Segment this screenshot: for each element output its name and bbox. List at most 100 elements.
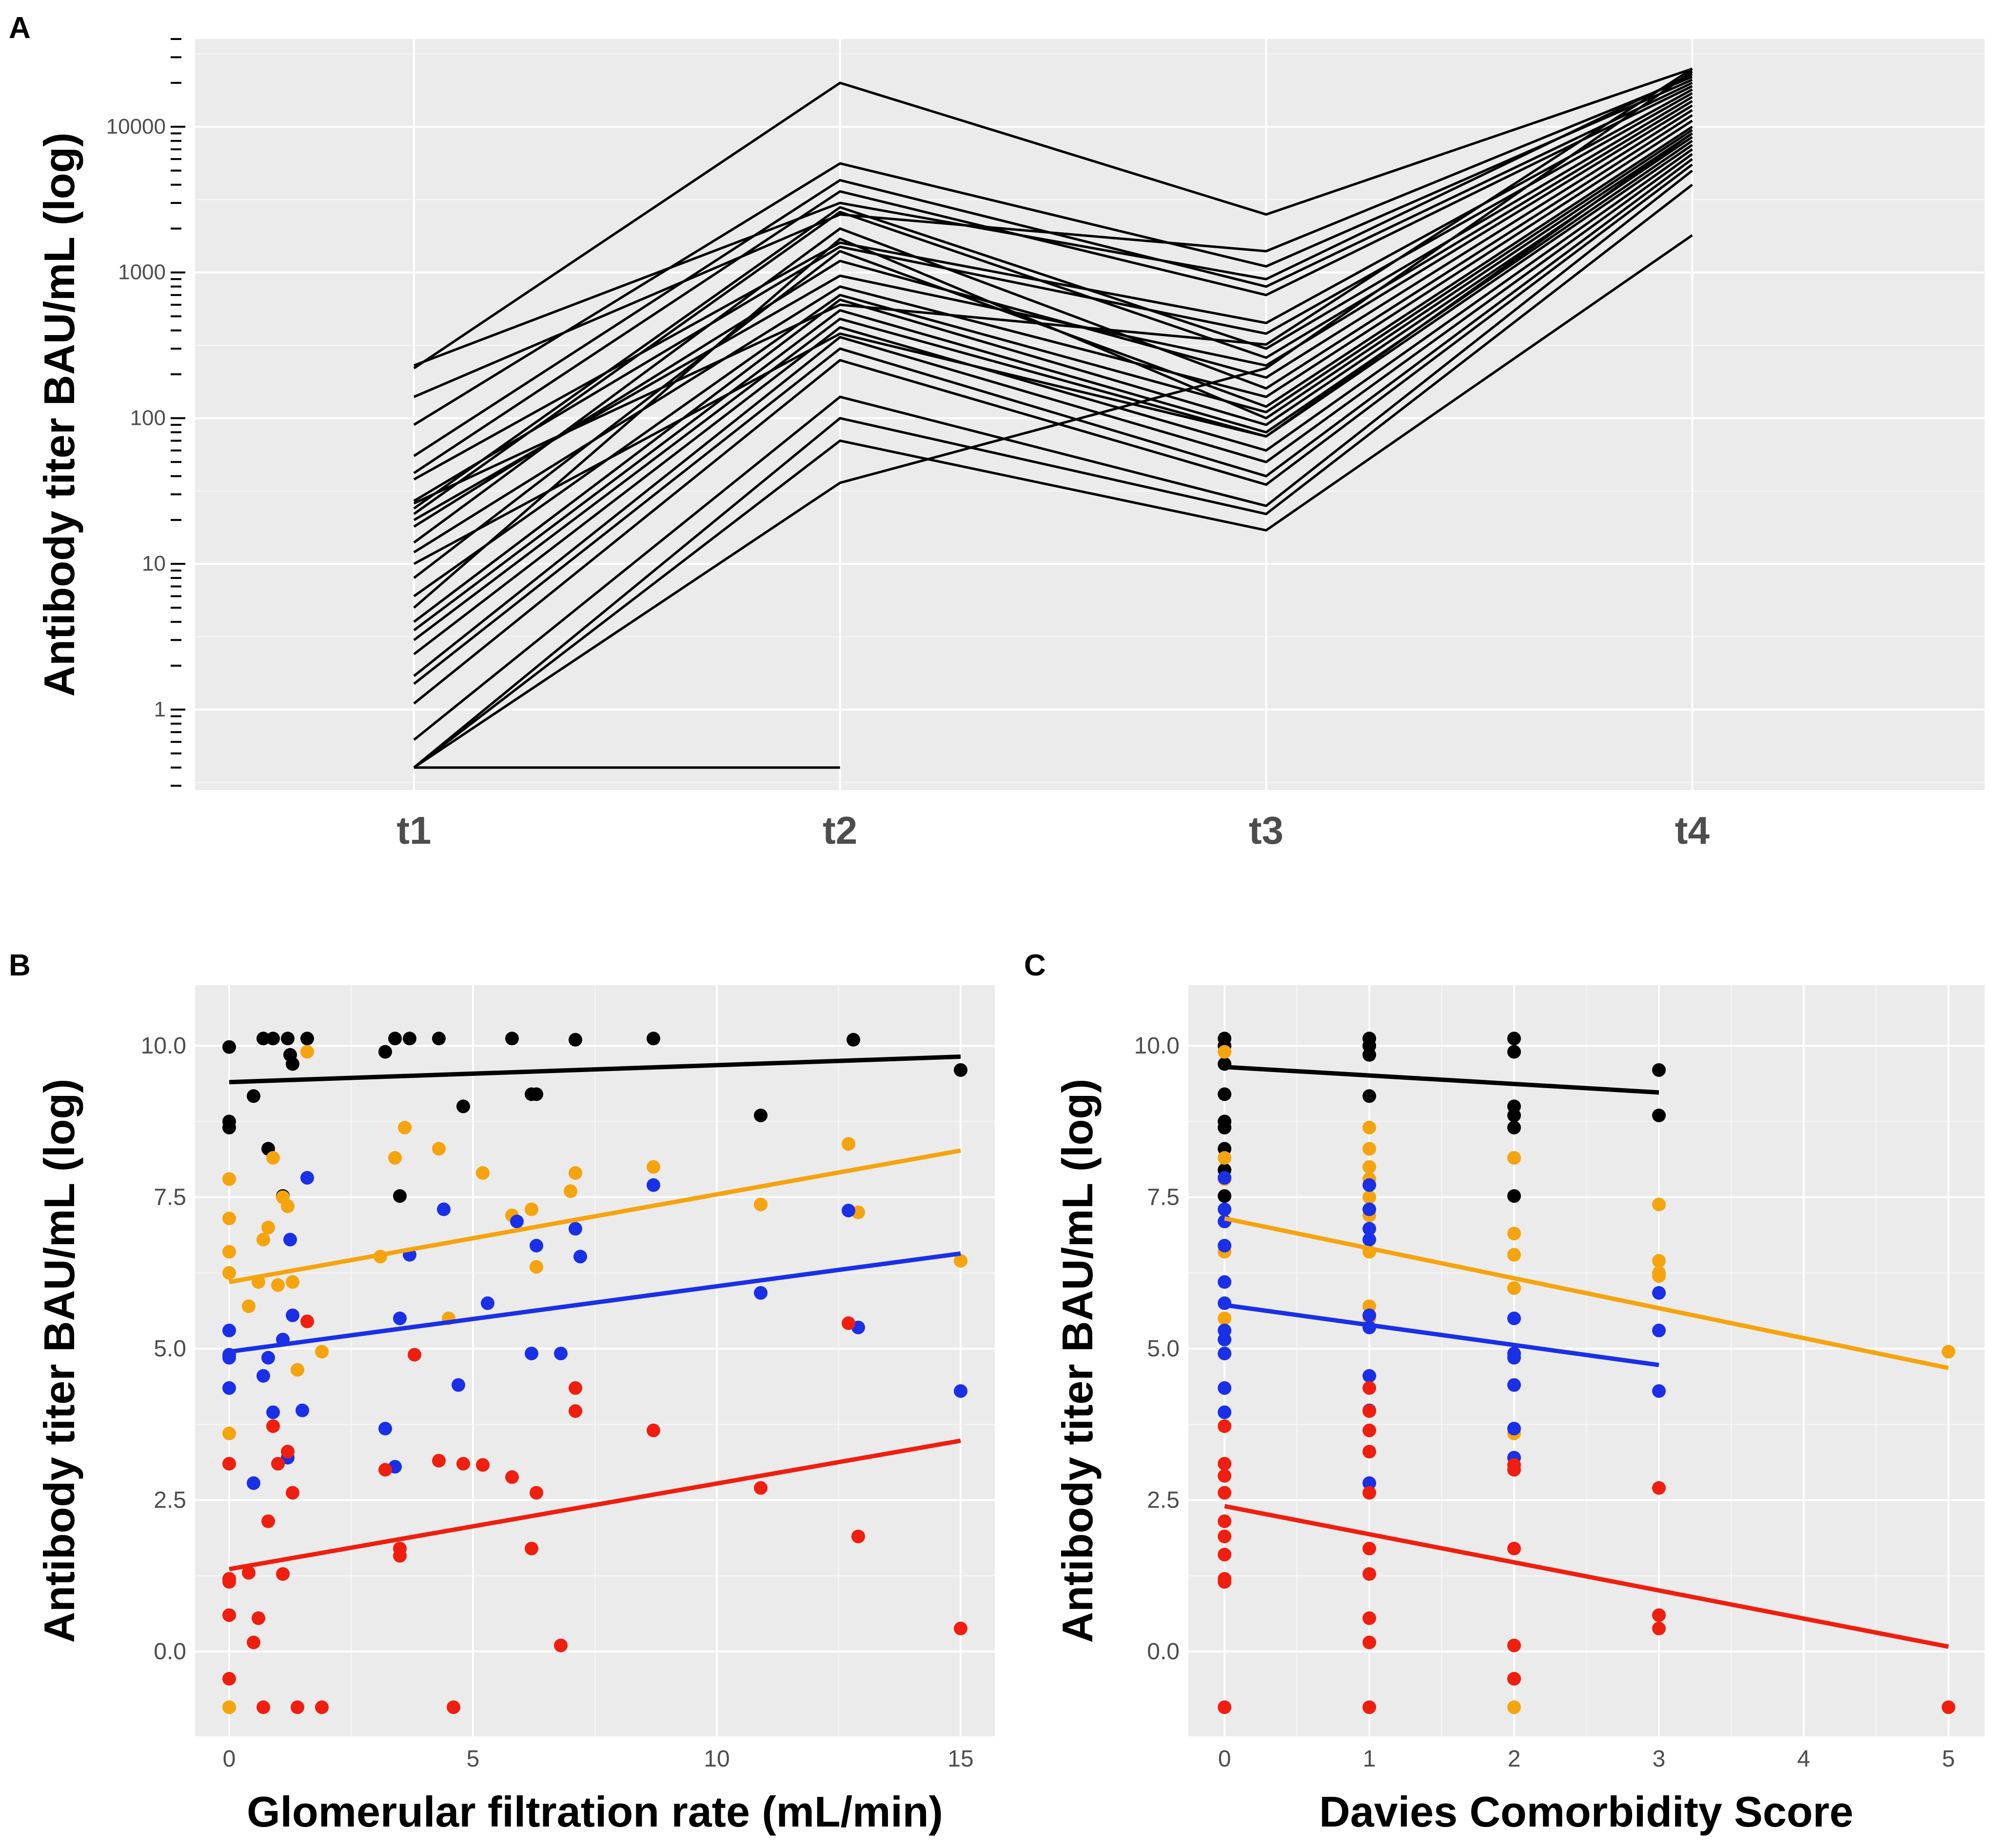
panel-b-point-black xyxy=(456,1099,470,1113)
panel-c-point-red xyxy=(1362,1445,1377,1459)
panel-b-x-tick-label: 15 xyxy=(947,1746,973,1772)
panel-b-point-black xyxy=(378,1045,392,1059)
panel-a-series-line-p10 xyxy=(413,96,1693,510)
panel-c-point-orange xyxy=(1362,1160,1377,1174)
panel-c-x-axis: 0 1 2 3 4 5 xyxy=(1218,1746,1955,1772)
panel-b-point-orange xyxy=(286,1275,299,1289)
panel-a-series-line-p13 xyxy=(413,109,1693,528)
panel-c-point-orange xyxy=(1941,1345,1955,1359)
panel-c-point-black xyxy=(1507,1109,1521,1122)
panel-c-fit-line-blue xyxy=(1224,1303,1659,1368)
panel-c-point-orange xyxy=(1507,1700,1521,1714)
panel-c-point-blue xyxy=(1507,1422,1521,1436)
panel-c-fit-line-black xyxy=(1224,1065,1659,1095)
panel-b-point-blue xyxy=(300,1171,314,1185)
panel-c-point-blue xyxy=(1362,1476,1377,1490)
panel-a-letter: A xyxy=(9,11,31,45)
panel-a-series-line-p15 xyxy=(413,119,1693,554)
panel-a-series-line-p03 xyxy=(414,73,1693,367)
panel-c-point-blue xyxy=(1362,1369,1377,1383)
panel-b-point-red xyxy=(476,1458,490,1472)
panel-b-point-blue xyxy=(256,1369,270,1383)
panel-c-point-red xyxy=(1218,1575,1232,1589)
panel-c-point-orange xyxy=(1507,1281,1521,1295)
panel-c-fit-line-red xyxy=(1224,1504,1949,1649)
panel-b-point-black xyxy=(403,1032,416,1046)
panel-b-point-orange xyxy=(954,1254,967,1268)
panel-b-point-blue xyxy=(222,1381,236,1395)
panel-a-series-line-p29 xyxy=(413,67,1693,505)
panel-c-point-black xyxy=(1362,1048,1377,1062)
panel-b-point-black xyxy=(222,1040,236,1054)
panel-c-letter: C xyxy=(1024,949,1046,982)
panel-b-fit-lines xyxy=(229,1054,961,1571)
panel-a-series-line-p20 xyxy=(413,139,1693,632)
panel-c-point-blue xyxy=(1218,1239,1232,1252)
panel-c-point-blue xyxy=(1218,1296,1232,1310)
panel-b-point-orange xyxy=(569,1166,582,1180)
panel-c-point-orange xyxy=(1218,1311,1232,1326)
panel-b-point-red xyxy=(569,1404,582,1418)
panel-c-points xyxy=(1218,1032,1955,1714)
panel-c-point-black xyxy=(1362,1089,1377,1103)
panel-a-y-axis-title: Antibody titer BAU/mL (log) xyxy=(35,133,83,697)
panel-b-point-red xyxy=(256,1700,270,1714)
panel-c-point-blue xyxy=(1362,1222,1377,1236)
panel-c-x-tick-label: 1 xyxy=(1363,1746,1376,1772)
panel-b-point-orange xyxy=(222,1212,236,1226)
panel-b-x-tick-label: 10 xyxy=(704,1746,729,1772)
panel-b-point-black xyxy=(281,1032,295,1046)
panel-a-x-tick-label: t3 xyxy=(1249,809,1283,852)
panel-b-point-orange xyxy=(476,1166,490,1180)
panel-b-point-orange xyxy=(432,1142,446,1156)
panel-b-point-black xyxy=(286,1057,299,1071)
panel-a-series-line-p25 xyxy=(413,163,1693,705)
panel-c-point-blue xyxy=(1507,1351,1521,1365)
panel-b-y-tick-label: 2.5 xyxy=(154,1488,186,1513)
panel-b-point-black xyxy=(393,1189,407,1203)
panel-b-point-blue xyxy=(510,1214,524,1229)
panel-c-point-black xyxy=(1652,1063,1666,1077)
panel-b-point-black xyxy=(266,1032,280,1046)
panel-b-point-red xyxy=(222,1457,236,1471)
panel-b-fit-line-blue xyxy=(229,1251,961,1354)
panel-b-y-tick-label: 7.5 xyxy=(154,1185,186,1211)
panel-b-point-red xyxy=(447,1700,460,1714)
panel-b-point-orange xyxy=(564,1184,577,1198)
panel-a-series-line-p05 xyxy=(413,79,1693,426)
panel-c-x-tick-label: 0 xyxy=(1218,1746,1231,1772)
panel-b-point-red xyxy=(842,1316,855,1330)
panel-c-point-black xyxy=(1507,1120,1521,1134)
panel-a-y-tick-label: 1 xyxy=(154,697,166,721)
panel-b-point-black xyxy=(754,1109,768,1122)
panel-a-y-tick-label: 10000 xyxy=(106,115,166,139)
panel-b-fit-line-black xyxy=(229,1054,961,1085)
panel-c-point-red xyxy=(1218,1457,1232,1471)
panel-b-point-red xyxy=(222,1608,236,1622)
panel-b-point-black xyxy=(505,1032,519,1046)
panel-b-y-tick-label: 0.0 xyxy=(154,1639,186,1665)
panel-c-point-red xyxy=(1362,1381,1377,1395)
panel-c-point-orange xyxy=(1507,1248,1521,1262)
panel-a-series-line-p07 xyxy=(413,85,1693,474)
panel-a-x-axis: t1 t2 t3 t4 xyxy=(396,809,1710,852)
panel-a-series-line-p26 xyxy=(413,169,1693,741)
panel-b-point-orange xyxy=(256,1232,270,1247)
panel-b-point-orange xyxy=(530,1260,543,1274)
panel-c-point-blue xyxy=(1362,1232,1377,1247)
panel-b-point-orange xyxy=(222,1427,236,1440)
panel-b-point-red xyxy=(271,1457,285,1471)
panel-c-point-blue xyxy=(1362,1202,1377,1216)
panel-b-y-tick-label: 5.0 xyxy=(154,1336,186,1362)
panel-b-point-black xyxy=(569,1033,582,1047)
panel-b-point-red xyxy=(525,1542,538,1555)
panel-c-point-red xyxy=(1507,1542,1521,1555)
panel-c-point-blue xyxy=(1218,1275,1232,1289)
panel-b-point-orange xyxy=(842,1137,855,1151)
panel-c-point-orange xyxy=(1362,1120,1377,1134)
panel-b-y-axis: 0.0 2.5 5.0 7.5 10.0 xyxy=(141,1033,186,1665)
panel-a-series-line-p06 xyxy=(413,81,1693,457)
panel-c-point-red xyxy=(1362,1567,1377,1581)
panel-c-point-orange xyxy=(1652,1254,1666,1268)
panel-b-point-orange xyxy=(222,1266,236,1280)
